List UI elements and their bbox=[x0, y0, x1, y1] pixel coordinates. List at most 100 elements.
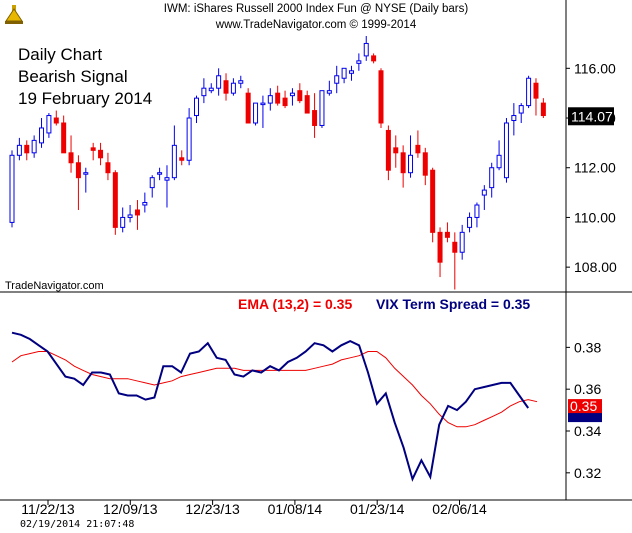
x-tick-label: 12/23/13 bbox=[185, 501, 240, 517]
candle-body-down bbox=[385, 129, 391, 171]
candle-body-up bbox=[526, 77, 532, 107]
candle-body-up bbox=[127, 214, 133, 218]
ema-value-label: 0.35 bbox=[570, 398, 597, 414]
indicator-y-tick-label: 0.34 bbox=[574, 423, 601, 439]
candle-body-down bbox=[415, 144, 421, 154]
candle-body-down bbox=[61, 122, 67, 154]
candle-body-up bbox=[363, 42, 369, 57]
candle-body-up bbox=[253, 102, 259, 124]
chart-header-title: IWM: iShares Russell 2000 Index Fun @ NY… bbox=[163, 3, 469, 15]
candle-body-up bbox=[459, 231, 465, 253]
candle-body-down bbox=[393, 147, 399, 154]
candle-body-up bbox=[142, 202, 148, 206]
candle-body-down bbox=[540, 102, 546, 117]
candle-body-up bbox=[39, 127, 45, 144]
candle-body-up bbox=[238, 80, 244, 84]
candle-body-up bbox=[408, 154, 414, 174]
candle-body-up bbox=[16, 144, 22, 156]
candle-body-down bbox=[282, 97, 288, 107]
candle-body-down bbox=[112, 172, 118, 228]
x-tick-label: 01/23/14 bbox=[350, 501, 405, 517]
candle-body-up bbox=[83, 172, 89, 175]
ema-value-tag bbox=[568, 399, 602, 414]
candle-body-down bbox=[304, 95, 310, 114]
candle-body-up bbox=[289, 92, 295, 97]
candle-body-up bbox=[201, 87, 207, 97]
price-y-tick-label: 112.00 bbox=[574, 160, 616, 176]
price-y-tick-label: 110.00 bbox=[574, 209, 616, 225]
candle-body-down bbox=[422, 152, 428, 176]
x-tick-label: 01/08/14 bbox=[268, 501, 323, 517]
trade-navigator-logo-icon bbox=[3, 3, 25, 30]
candle-body-up bbox=[260, 102, 266, 106]
candle-body-down bbox=[378, 70, 384, 124]
candle-body-up bbox=[186, 117, 192, 161]
candle-body-up bbox=[341, 67, 347, 79]
last-price-tag bbox=[568, 107, 614, 126]
candle-body-down bbox=[297, 90, 303, 102]
x-tick-label: 12/09/13 bbox=[103, 501, 158, 517]
candle-body-down bbox=[75, 162, 81, 179]
candle-body-up bbox=[171, 144, 177, 179]
candle-body-up bbox=[46, 115, 52, 134]
candle-body-down bbox=[533, 82, 539, 99]
indicator-y-tick-label: 0.36 bbox=[574, 381, 601, 397]
candle-body-down bbox=[430, 169, 436, 233]
candle-body-down bbox=[223, 80, 229, 94]
candle-body-down bbox=[90, 147, 96, 151]
price-y-tick-label: 108.00 bbox=[574, 259, 617, 275]
x-tick-label: 11/22/13 bbox=[21, 501, 75, 517]
candle-body-up bbox=[496, 154, 502, 169]
candle-body-up bbox=[503, 122, 509, 179]
candle-body-up bbox=[9, 154, 15, 223]
annotation-daily-chart: Daily Chart bbox=[18, 45, 103, 64]
candle-body-up bbox=[267, 95, 273, 104]
candle-body-down bbox=[437, 231, 443, 263]
candle-body-down bbox=[134, 209, 140, 216]
candle-body-down bbox=[179, 157, 185, 161]
candle-body-down bbox=[275, 92, 281, 104]
candle-body-up bbox=[326, 90, 332, 94]
candle-body-down bbox=[371, 55, 377, 62]
candle-body-up bbox=[474, 204, 480, 218]
x-tick-label: 02/06/14 bbox=[432, 501, 487, 517]
candle-body-up bbox=[194, 97, 199, 117]
candle-body-up bbox=[489, 167, 495, 189]
ema-line bbox=[11, 351, 538, 428]
candle-body-down bbox=[53, 117, 59, 124]
timestamp: 02/19/2014 21:07:48 bbox=[20, 519, 135, 530]
candle-body-up bbox=[216, 75, 222, 89]
candle-body-up bbox=[334, 75, 340, 84]
legend-ema: EMA (13,2) = 0.35 bbox=[238, 296, 353, 312]
candle-body-down bbox=[105, 162, 111, 174]
candle-body-down bbox=[452, 241, 458, 253]
candle-body-down bbox=[24, 144, 30, 154]
candle-body-down bbox=[444, 231, 450, 238]
price-y-tick-label: 116.00 bbox=[574, 60, 616, 76]
candle-body-down bbox=[245, 92, 251, 124]
candle-body-down bbox=[98, 149, 104, 159]
candle-body-up bbox=[356, 60, 362, 64]
candle-body-up bbox=[208, 87, 214, 92]
watermark-text: TradeNavigator.com bbox=[5, 280, 104, 292]
candle-body-up bbox=[481, 189, 487, 196]
chart-header-source: www.TradeNavigator.com © 1999-2014 bbox=[215, 19, 417, 31]
candle-body-down bbox=[312, 110, 318, 126]
candle-body-up bbox=[149, 177, 155, 189]
indicator-y-tick-label: 0.32 bbox=[574, 465, 601, 481]
last-price-label: 114.07 bbox=[571, 108, 613, 124]
candle-body-up bbox=[319, 90, 325, 126]
candle-body-up bbox=[511, 115, 517, 122]
candle-body-up bbox=[164, 177, 170, 181]
candle-body-up bbox=[120, 216, 126, 228]
candle-body-up bbox=[348, 70, 354, 74]
candle-body-down bbox=[400, 152, 406, 174]
indicator-y-tick-label: 0.38 bbox=[574, 339, 601, 355]
candle-body-up bbox=[31, 139, 37, 154]
annotation-bearish-signal: Bearish Signal bbox=[18, 67, 128, 86]
vix-term-spread-line bbox=[11, 331, 530, 482]
annotation-date: 19 February 2014 bbox=[18, 89, 153, 108]
candle-body-down bbox=[68, 152, 74, 164]
legend-vix-term-spread: VIX Term Spread = 0.35 bbox=[376, 296, 531, 312]
